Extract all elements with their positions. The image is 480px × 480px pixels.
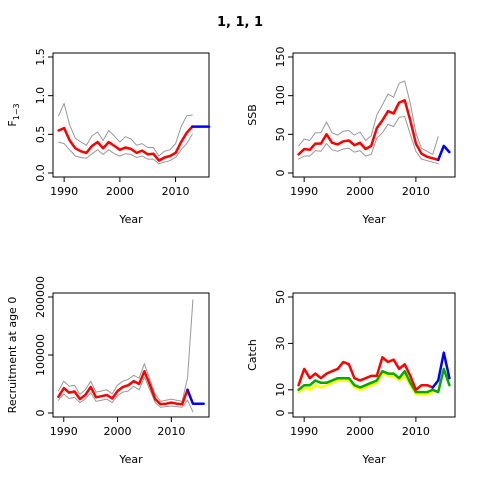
series-line-3-4 xyxy=(186,388,205,405)
plot-frame-1 xyxy=(52,52,210,178)
y-axis-label-1: F1−3 xyxy=(6,103,21,126)
x-axis-label-1: Year xyxy=(118,213,143,226)
y-tick-label-2-3: 100 xyxy=(274,85,287,106)
y-tick-label-2-1: 0 xyxy=(274,170,287,177)
y-tick-label-3-3: 200000 xyxy=(34,276,47,318)
plot-frame-4 xyxy=(292,292,456,418)
y-tick-label-4-4: 50 xyxy=(274,290,287,304)
figure-title: 1, 1, 1 xyxy=(217,15,263,30)
y-tick-label-2-2: 50 xyxy=(274,127,287,141)
y-tick-label-4-2: 10 xyxy=(274,383,287,397)
x-tick-label-2-3: 2010 xyxy=(402,185,430,198)
series-line-2-2 xyxy=(298,116,439,165)
series-line-2-4 xyxy=(436,144,451,162)
series-line-1-3 xyxy=(57,125,194,162)
y-tick-label-3-1: 0 xyxy=(34,410,47,417)
x-tick-label-1-3: 2010 xyxy=(162,185,190,198)
y-tick-label-4-1: 0 xyxy=(274,410,287,417)
y-axis-label-2: SSB xyxy=(246,104,259,126)
x-tick-label-4-2: 2000 xyxy=(346,425,374,438)
x-tick-label-3-3: 2010 xyxy=(157,425,185,438)
x-tick-label-2-2: 2000 xyxy=(346,185,374,198)
y-tick-label-4-3: 30 xyxy=(274,336,287,350)
y-tick-label-3-2: 100000 xyxy=(34,334,47,376)
series-line-1-1 xyxy=(58,102,193,157)
series-line-4-4 xyxy=(431,351,451,389)
series-line-3-3 xyxy=(57,369,189,406)
x-tick-label-1-2: 2000 xyxy=(106,185,134,198)
series-line-4-3 xyxy=(297,356,434,392)
series-line-2-3 xyxy=(297,99,440,162)
series-line-1-2 xyxy=(58,133,193,165)
x-axis-label-4: Year xyxy=(361,453,386,466)
x-tick-label-3-1: 1990 xyxy=(50,425,78,438)
x-tick-label-4-1: 1990 xyxy=(290,425,318,438)
x-axis-label-3: Year xyxy=(118,453,143,466)
plot-frame-2 xyxy=(292,52,456,178)
x-tick-label-1-1: 1990 xyxy=(50,185,78,198)
y-axis-label-subscript: 1−3 xyxy=(12,103,21,120)
x-tick-label-4-3: 2010 xyxy=(402,425,430,438)
y-axis-label-4: Catch xyxy=(246,339,259,371)
series-line-2-1 xyxy=(298,80,439,155)
x-axis-label-2: Year xyxy=(361,213,386,226)
x-tick-label-2-1: 1990 xyxy=(290,185,318,198)
series-line-3-2 xyxy=(57,376,194,413)
series-line-3-1 xyxy=(57,299,194,402)
x-tick-label-3-2: 2000 xyxy=(104,425,132,438)
y-tick-label-1-4: 1.5 xyxy=(34,48,47,66)
y-axis-label-3: Recruitment at age 0 xyxy=(6,297,19,414)
y-tick-label-1-1: 0.0 xyxy=(34,164,47,182)
y-tick-label-1-2: 0.5 xyxy=(34,126,47,144)
series-line-4-2 xyxy=(297,367,451,394)
y-tick-label-2-4: 150 xyxy=(274,47,287,68)
y-tick-label-1-3: 1.0 xyxy=(34,87,47,105)
